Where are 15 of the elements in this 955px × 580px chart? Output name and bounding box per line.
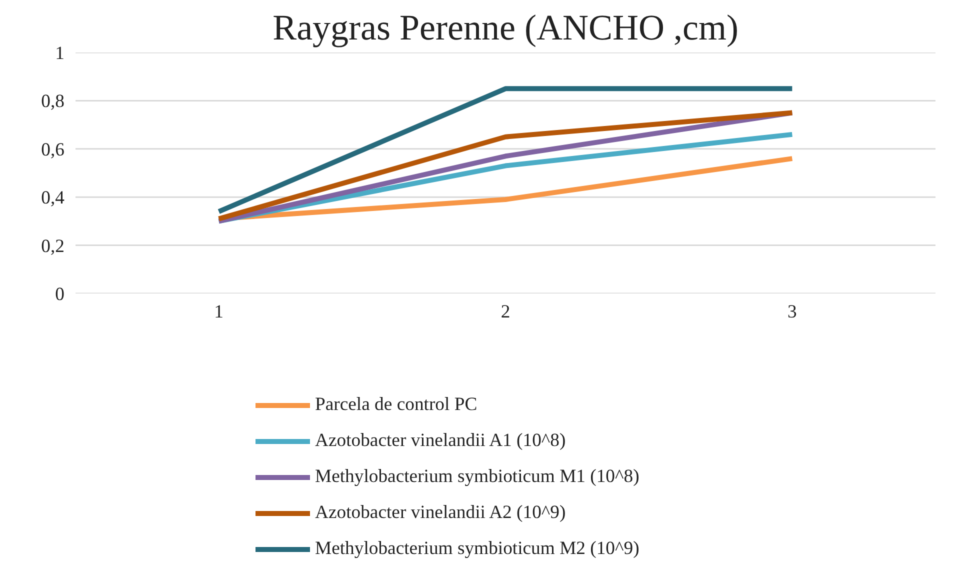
legend-label: Methylobacterium symbioticum M1 (10^8) [315, 466, 640, 488]
legend-label: Parcela de control PC [315, 394, 478, 416]
x-tick-label: 1 [214, 302, 224, 322]
legend-label: Azotobacter vinelandii A1 (10^8) [315, 430, 566, 452]
y-tick-label: 0,8 [41, 91, 65, 112]
y-tick-label: 0,4 [41, 188, 66, 209]
y-tick-label: 0,6 [41, 139, 65, 160]
y-tick-label: 0,2 [41, 236, 65, 257]
x-tick-label: 3 [788, 302, 797, 322]
legend-label: Methylobacterium symbioticum M2 (10^9) [315, 538, 640, 560]
y-tick-label: 1 [55, 43, 64, 64]
chart-title: Raygras Perenne (ANCHO ,cm) [272, 8, 738, 48]
x-tick-label: 2 [500, 302, 510, 322]
legend-label: Azotobacter vinelandii A2 (10^9) [315, 502, 566, 524]
y-tick-label: 0 [55, 284, 64, 305]
